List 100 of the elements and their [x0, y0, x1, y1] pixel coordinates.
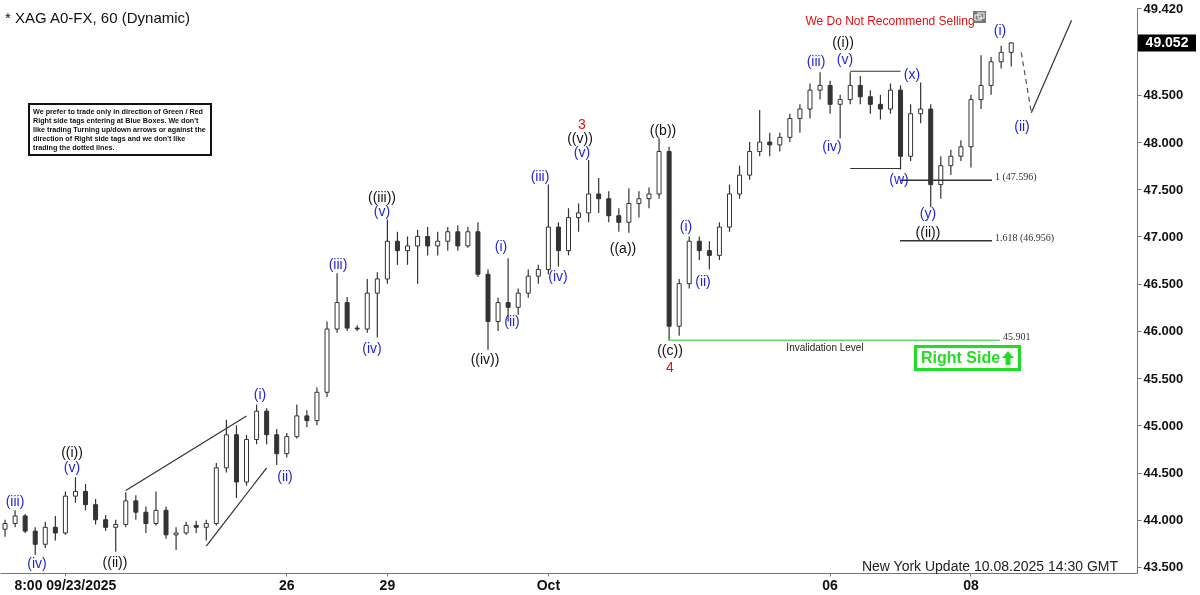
annotation: (ii): [695, 273, 711, 289]
candlestick: [153, 490, 159, 527]
candlestick: [405, 235, 411, 266]
candlestick: [83, 483, 89, 511]
text: 49.052: [1145, 34, 1189, 50]
annotation: (ii): [1014, 118, 1030, 134]
candlestick: [93, 498, 99, 526]
candlestick: [22, 513, 28, 534]
candlestick: [978, 54, 984, 110]
candlestick: [867, 89, 873, 115]
candlestick: [797, 103, 803, 134]
x-tick-label: Oct: [536, 576, 561, 593]
candlestick: [264, 407, 270, 445]
candlestick: [32, 526, 38, 556]
y-tick-label: 48.000: [1143, 134, 1184, 150]
annotation: (iv): [27, 555, 47, 571]
annotation: ((iii)): [368, 189, 396, 205]
annotation: ((i)): [832, 34, 854, 50]
annotation: (iii): [5, 493, 25, 509]
candlestick: [747, 141, 753, 181]
ref-line-label: 45.901: [1003, 331, 1031, 343]
candlestick: [394, 231, 400, 266]
annotation: (v): [836, 51, 854, 67]
candlestick: [515, 287, 521, 316]
annotation: (i): [253, 386, 267, 402]
annotation: 4: [666, 359, 675, 375]
y-tick-label: 47.000: [1143, 228, 1184, 244]
candlestick: [455, 224, 461, 252]
candlestick: [284, 432, 290, 459]
candlestick: [737, 165, 743, 200]
chart-title: * XAG A0-FX, 60 (Dynamic): [5, 9, 191, 26]
candlestick: [425, 226, 431, 256]
annotation: 3: [578, 116, 587, 132]
y-tick-label: 46.500: [1143, 276, 1184, 292]
annotation: (x): [903, 66, 921, 82]
annotation: (i): [993, 22, 1007, 38]
y-tick-label: 44.000: [1143, 512, 1184, 528]
candlestick: [857, 75, 863, 105]
annotation: (iii): [806, 53, 826, 69]
annotation: New York Update 10.08.2025 14:30 GMT: [861, 558, 1119, 574]
candlestick: [173, 526, 179, 551]
candlestick: [636, 190, 642, 219]
candlestick: [807, 82, 813, 120]
ref-line-label: 1 (47.596): [995, 171, 1037, 184]
annotation: (i): [679, 218, 693, 234]
candlestick: [596, 177, 602, 214]
candlestick: [576, 202, 582, 233]
candlestick: [374, 271, 380, 339]
candlestick: [646, 186, 652, 209]
candlestick: [767, 132, 773, 157]
y-tick-label: 45.000: [1143, 417, 1184, 433]
candlestick: [143, 505, 149, 534]
candlestick: [757, 109, 763, 157]
annotation: ((ii)): [102, 554, 128, 570]
annotation: (y): [919, 205, 937, 221]
candlestick: [72, 476, 78, 504]
candlestick: [988, 56, 994, 96]
candlestick: [998, 45, 1004, 70]
annotation: ((c)): [657, 342, 683, 358]
candlestick: [696, 235, 702, 261]
y-tick-label: 46.000: [1143, 323, 1184, 339]
candlestick: [274, 428, 280, 466]
annotation: ((b)): [649, 122, 677, 138]
annotation: We Do Not Recommend Selling: [805, 14, 975, 28]
x-tick-label: 29: [379, 576, 396, 593]
annotation: (v): [63, 459, 81, 475]
candlestick: [877, 94, 883, 121]
x-tick-label: 06: [822, 576, 839, 593]
annotation: (ii): [504, 313, 520, 329]
y-tick-label: 44.500: [1143, 465, 1184, 481]
annotation: (w): [889, 171, 909, 187]
annotation: (iii): [530, 168, 550, 184]
candlestick: [133, 494, 139, 521]
x-tick-label: 26: [278, 576, 295, 593]
candlestick: [616, 207, 622, 233]
candlestick: [304, 409, 310, 428]
annotation: ((ii)): [915, 224, 941, 240]
annotation: (iv): [822, 138, 842, 154]
y-tick-label: 49.420: [1143, 0, 1184, 16]
candlestick: [435, 231, 441, 256]
candlestick: [918, 81, 924, 124]
candlestick: [445, 226, 451, 252]
y-tick-label: 43.500: [1143, 559, 1184, 575]
y-tick-label: 45.500: [1143, 370, 1184, 386]
y-tick-label: 47.500: [1143, 181, 1184, 197]
candlestick: [837, 94, 843, 139]
annotation: ((v)): [567, 130, 593, 146]
candlestick: [586, 159, 592, 223]
annotation: (i): [494, 238, 508, 254]
y-tick-label: 48.500: [1143, 87, 1184, 103]
candlestick: [887, 82, 893, 115]
x-tick-label: 08: [963, 576, 979, 593]
x-tick-label: 8:00 09/23/2025: [14, 576, 117, 593]
candlestick: [495, 297, 501, 332]
candlestick: [525, 268, 531, 299]
candlestick: [777, 132, 783, 153]
candlestick: [415, 229, 421, 285]
candlestick: [535, 264, 541, 285]
candlestick: [555, 221, 561, 268]
candlestick: [52, 515, 58, 542]
